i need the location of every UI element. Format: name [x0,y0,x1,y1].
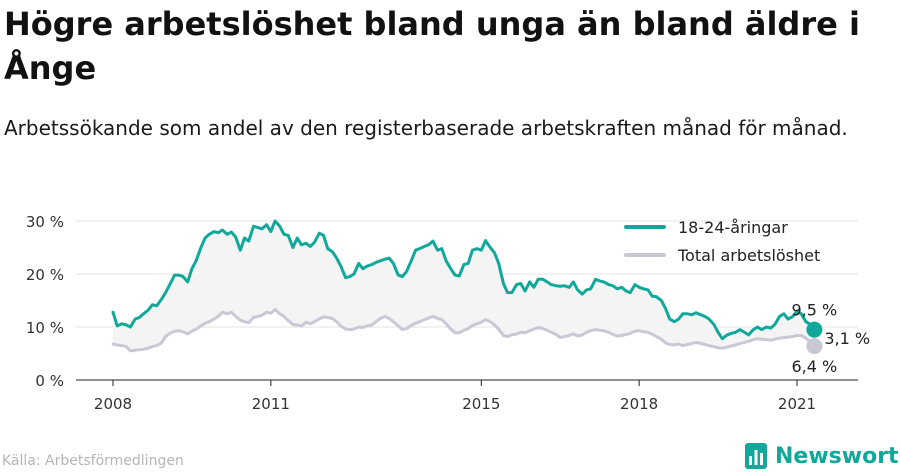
x-tick-label: 2021 [778,395,816,413]
gap-label: 3,1 % [824,329,870,348]
end-label-total: 6,4 % [791,357,837,376]
end-markers: 9,5 % 6,4 % 3,1 % [791,301,870,376]
x-tick-label: 2015 [462,395,500,413]
y-tick-label: 0 % [35,372,64,390]
bar-chart-icon [745,443,767,469]
y-axis-ticks: 0 % 10 % 20 % 30 % [26,213,64,390]
end-dot-youth [806,321,823,338]
series-line-youth [111,219,816,341]
x-tick-label: 2011 [252,395,290,413]
x-axis-ticks: 2008 2011 2015 2018 2021 [94,380,816,413]
y-tick-label: 10 % [26,319,64,337]
legend-label: Total arbetslöshet [677,246,820,265]
gap-band [113,221,815,351]
brand-name: Newsworthy [775,443,900,469]
chart-title: Högre arbetslöshet bland unga än bland ä… [4,5,860,87]
legend: 18-24-åringar Total arbetslöshet [624,218,820,265]
legend-label: 18-24-åringar [678,218,788,237]
source-note: Källa: Arbetsförmedlingen [2,453,184,469]
end-dot-total [806,338,823,355]
series-line-total [111,308,816,353]
y-tick-label: 30 % [26,213,64,231]
end-label-youth: 9,5 % [791,301,837,320]
y-tick-label: 20 % [26,266,64,284]
x-tick-label: 2008 [94,395,132,413]
series-lines [111,219,816,353]
x-tick-label: 2018 [620,395,658,413]
brand-logo: Newsworthy [744,440,900,472]
chart-subtitle: Arbetssökande som andel av den registerb… [4,116,848,140]
